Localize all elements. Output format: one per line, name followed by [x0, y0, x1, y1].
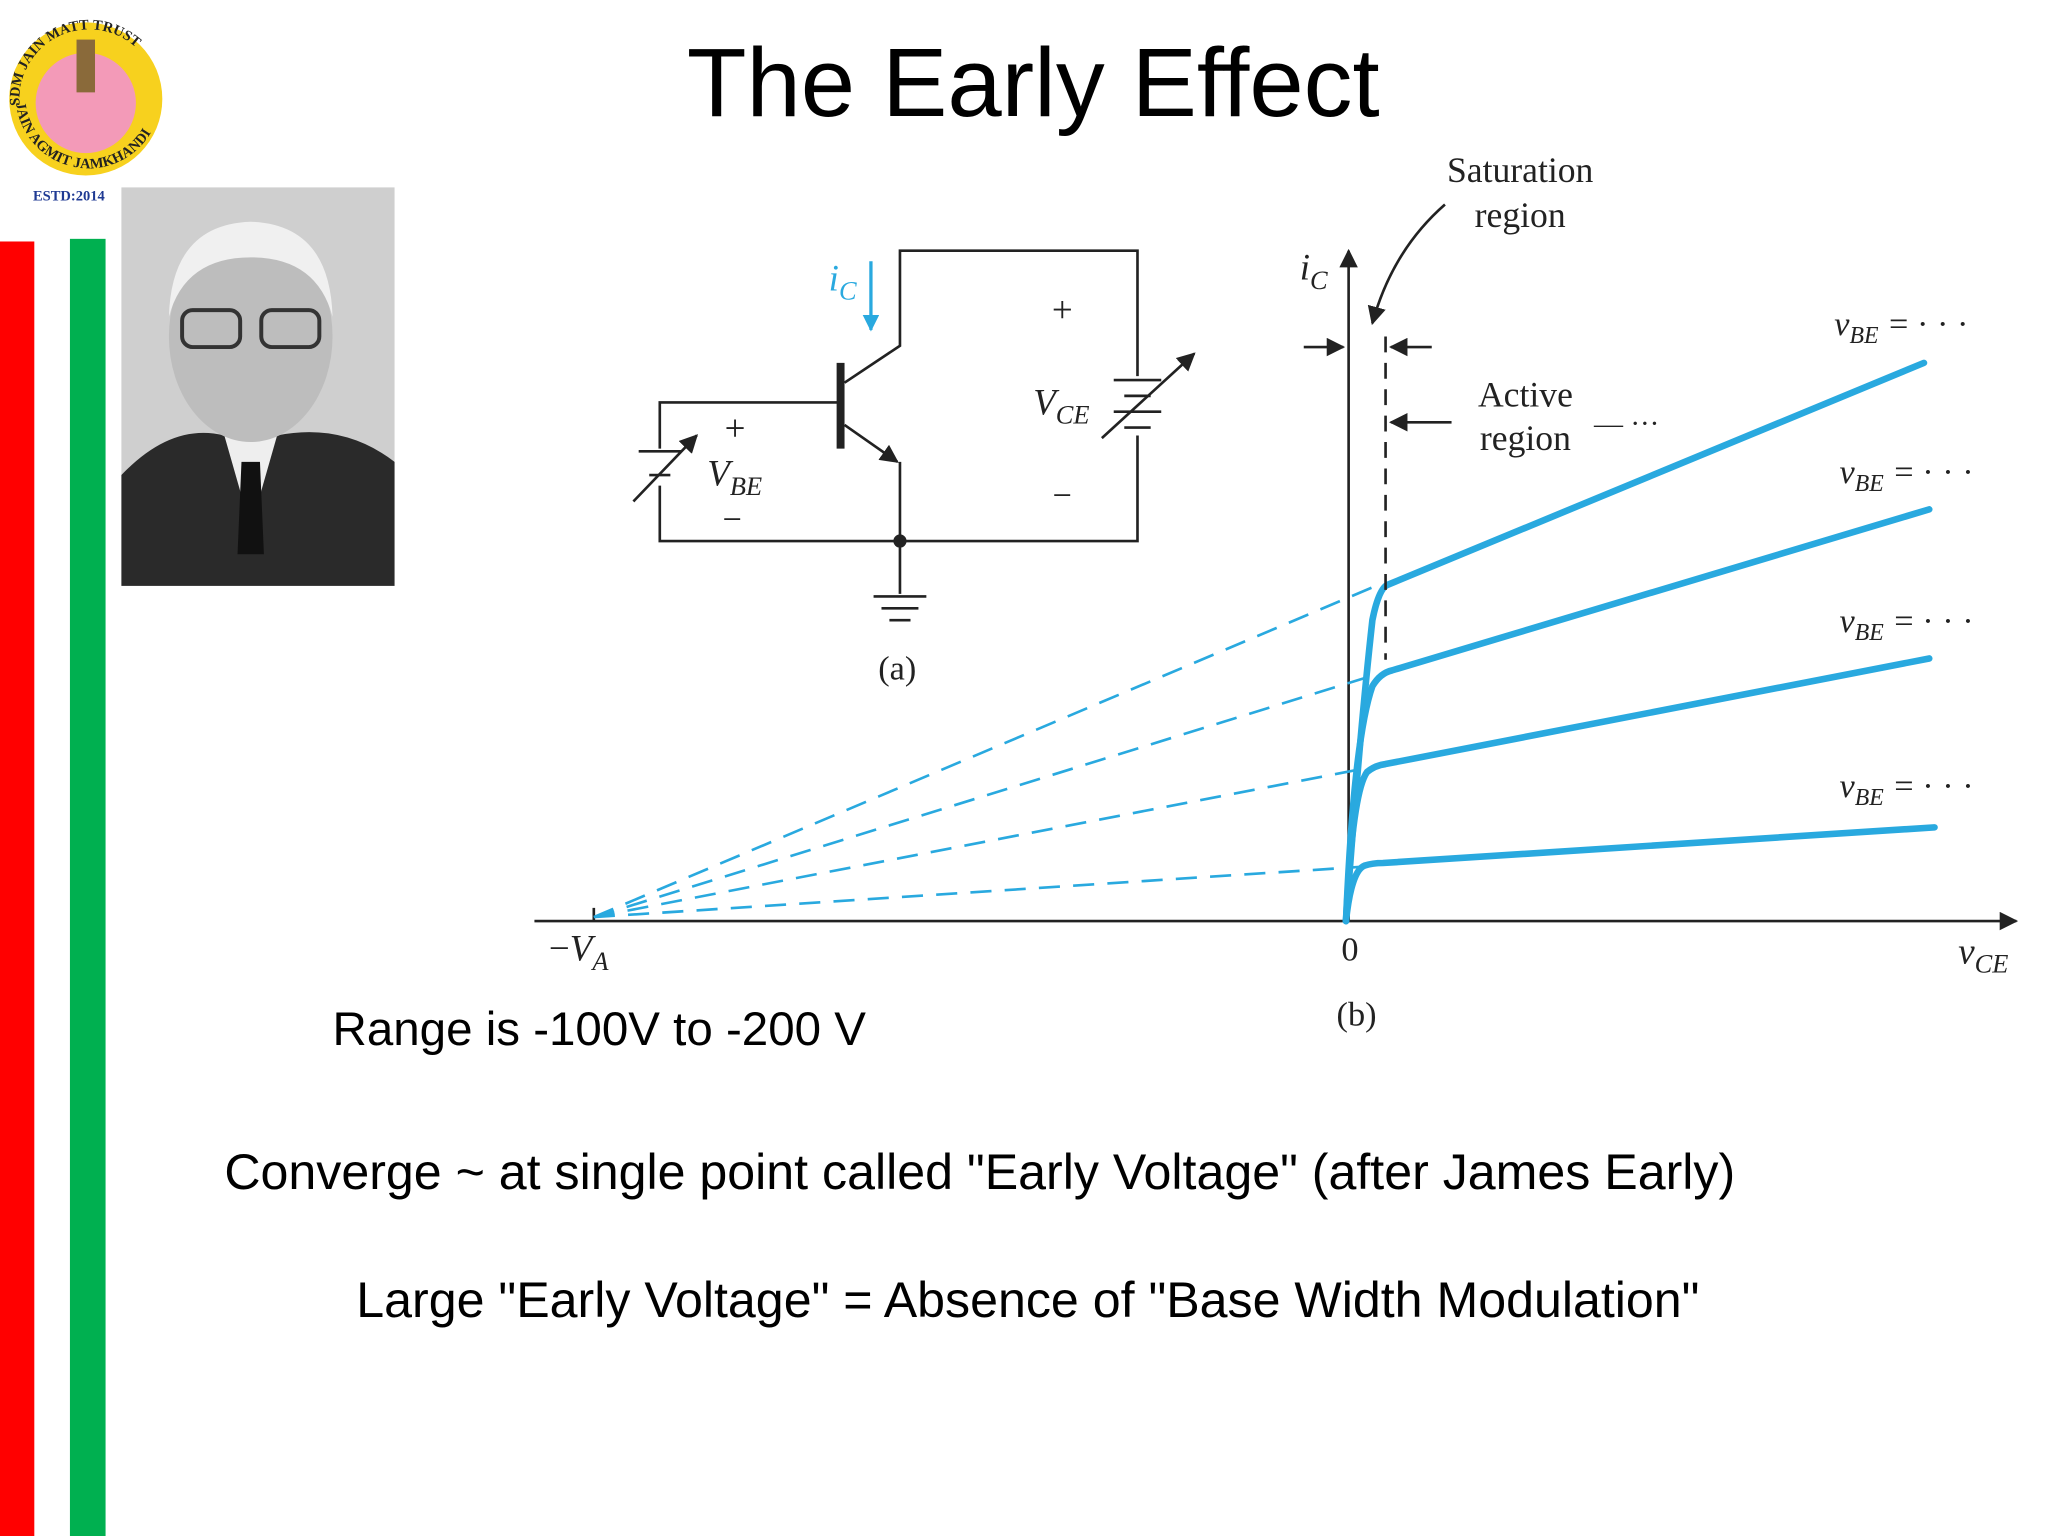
- subscript: C: [1310, 265, 1328, 295]
- subscript: A: [590, 946, 609, 976]
- subscript: CE: [1975, 949, 2009, 979]
- ground: [873, 595, 927, 622]
- logo: SDM JAIN MATT TRUST JAIN AGMIT JAMKHANDI…: [7, 17, 163, 205]
- symbol: v: [1834, 305, 1850, 343]
- symbol: V: [1033, 381, 1060, 422]
- curve: [1342, 824, 1938, 925]
- symbol: v: [1840, 767, 1856, 805]
- symbol: v: [1840, 602, 1856, 640]
- note: Range is -100V to -200 V: [333, 1003, 867, 1056]
- wire: [843, 249, 1139, 384]
- curve-label: vBE = · · ·: [1834, 305, 1968, 349]
- suffix: = · · ·: [1894, 767, 1973, 805]
- active-trail: — ···: [1593, 408, 1659, 440]
- photo-tie: [237, 461, 264, 555]
- curve: [1342, 655, 1933, 925]
- title: The Early Effect: [687, 28, 1380, 137]
- symbol: i: [1300, 247, 1310, 288]
- curve-label: vBE = · · ·: [1840, 767, 1974, 811]
- photo-glasses-left: [180, 308, 243, 350]
- symbol: v: [1958, 930, 1975, 971]
- vce-minus: −: [1053, 477, 1072, 515]
- vce-variable: [1100, 352, 1196, 440]
- vbe-plus: +: [725, 408, 746, 449]
- suffix: = · · ·: [1889, 305, 1968, 343]
- x-axis-label: vCE: [1958, 930, 2008, 978]
- vbe-variable: [632, 434, 699, 503]
- pointer: [1367, 203, 1446, 326]
- symbol: i: [829, 257, 839, 298]
- subscript: BE: [1855, 471, 1885, 497]
- subscript: BE: [1855, 785, 1885, 811]
- node: [893, 534, 907, 548]
- symbol: V: [707, 453, 734, 494]
- vbe-battery: [638, 449, 681, 477]
- logo-established: ESTD:2014: [33, 189, 105, 205]
- photo-glasses-right: [259, 308, 322, 350]
- symbol: V: [570, 928, 597, 969]
- note: Large "Early Voltage" = Absence of "Base…: [356, 1272, 1699, 1328]
- active-label: Active: [1478, 374, 1573, 414]
- suffix: = · · ·: [1894, 453, 1973, 491]
- saturation-label: Saturation: [1447, 150, 1594, 190]
- y-axis-label: iC: [1300, 247, 1328, 295]
- vce-label: VCE: [1033, 381, 1089, 429]
- current-label: iC: [829, 257, 857, 305]
- active-label: region: [1480, 418, 1571, 458]
- symbol: v: [1840, 453, 1856, 491]
- subscript: CE: [1056, 400, 1090, 430]
- caption-a: (a): [878, 650, 916, 688]
- photo-face: [168, 230, 333, 443]
- sign: −: [549, 928, 570, 969]
- extrapolation-lines: [593, 583, 1380, 919]
- vbe-minus: −: [723, 500, 742, 538]
- red-bar: [0, 241, 35, 1536]
- curve: [1342, 359, 1928, 925]
- logo-center: [35, 52, 136, 154]
- vce-plus: +: [1052, 289, 1073, 330]
- subscript: BE: [1849, 323, 1879, 349]
- subscript: BE: [730, 471, 762, 501]
- saturation-label: region: [1475, 195, 1566, 235]
- photo-hair: [168, 221, 333, 317]
- photo: [121, 187, 395, 586]
- wire: [658, 401, 841, 449]
- green-bar: [69, 238, 106, 1536]
- early-voltage-label: −VA: [549, 928, 609, 976]
- origin-label: 0: [1341, 931, 1358, 969]
- suffix: = · · ·: [1894, 602, 1973, 640]
- subscript: C: [839, 276, 857, 306]
- vce-battery: [1113, 378, 1162, 429]
- caption-b: (b): [1337, 995, 1377, 1033]
- emitter: [843, 423, 899, 463]
- logo-statue: [76, 39, 96, 93]
- graph: iC Saturation region Active region — ···…: [534, 150, 2019, 1033]
- note: Converge ~ at single point called "Early…: [224, 1144, 1735, 1200]
- curve-label: vBE = · · ·: [1840, 453, 1974, 497]
- subscript: BE: [1855, 620, 1885, 646]
- circuit: iC + VBE − + VCE − (a): [632, 249, 1196, 688]
- curve-label: vBE = · · ·: [1840, 602, 1974, 646]
- vbe-label: VBE: [707, 453, 762, 501]
